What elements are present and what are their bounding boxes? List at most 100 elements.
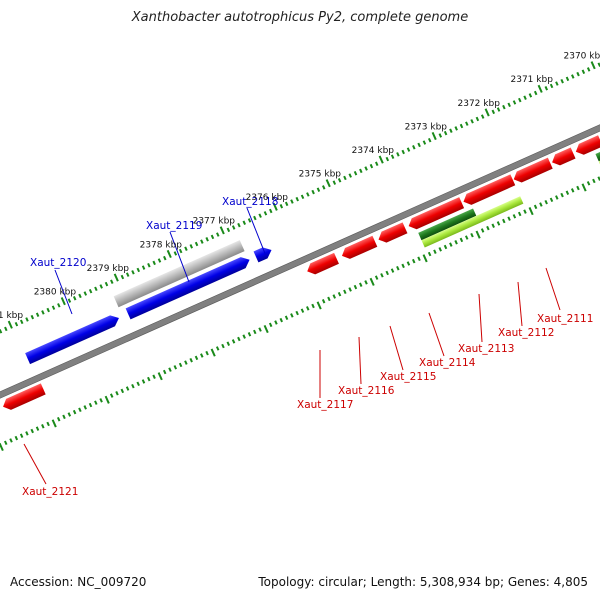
- scale-tick-top: [231, 225, 236, 230]
- scale-tick-top: [337, 178, 342, 183]
- scale-tick-top: [325, 179, 331, 188]
- scale-tick-bottom: [454, 240, 458, 245]
- gene-xaut-2113[interactable]: [461, 174, 516, 207]
- scale-label: 2375 kbp: [299, 170, 342, 180]
- scale-tick-bottom: [321, 299, 326, 304]
- scale-tick-top: [14, 321, 19, 327]
- scale-tick-bottom: [274, 320, 278, 325]
- scale-tick-bottom: [411, 258, 416, 264]
- leader-xaut-2112: [517, 281, 523, 327]
- scale-tick-bottom: [35, 426, 40, 431]
- scale-tick-bottom: [592, 178, 596, 184]
- scale-tick-top: [41, 310, 45, 315]
- scale-tick-top: [166, 249, 172, 259]
- scale-tick-top: [120, 274, 125, 280]
- scale-tick-bottom: [162, 369, 167, 375]
- scale-tick-top: [242, 220, 246, 225]
- scale-tick-top: [374, 161, 379, 167]
- gene-xaut-2112[interactable]: [511, 157, 553, 185]
- gene-other-forward[interactable]: [113, 240, 245, 308]
- scale-tick-top: [586, 67, 591, 72]
- scale-tick-top: [528, 93, 533, 98]
- scale-tick-bottom: [581, 183, 587, 192]
- leader-xaut-2118: [246, 207, 267, 257]
- scale-tick-bottom: [125, 386, 130, 391]
- gene-xaut-2121[interactable]: [1, 383, 46, 412]
- scale-label: 2378 kbp: [140, 240, 183, 250]
- scale-tick-top: [484, 108, 490, 117]
- scale-tick-top: [576, 71, 580, 77]
- scale-tick-top: [178, 248, 183, 254]
- scale-tick-bottom: [94, 400, 98, 405]
- scale-label: 2380 kbp: [34, 288, 77, 298]
- scale-tick-top: [131, 270, 135, 275]
- scale-tick-top: [364, 166, 368, 171]
- feature-light-green-1[interactable]: [421, 196, 524, 248]
- scale-tick-top: [216, 232, 220, 237]
- scale-tick-bottom: [475, 230, 481, 239]
- scale-tick-top: [219, 226, 225, 235]
- scale-label: 2376 kbp: [246, 193, 289, 203]
- scale-tick-top: [359, 168, 363, 174]
- scale-ticks-top: [0, 61, 600, 334]
- scale-label: 2370 kbp: [564, 52, 600, 62]
- label-xaut-2121: Xaut_2121: [22, 486, 78, 498]
- gene-xaut-2111-a[interactable]: [550, 147, 576, 167]
- scale-tick-top: [422, 140, 427, 145]
- scale-tick-top: [496, 107, 501, 112]
- scale-tick-bottom: [353, 284, 358, 290]
- gene-xaut-2111-b[interactable]: [573, 135, 600, 157]
- leader-xaut-2119: [169, 231, 190, 283]
- scale-tick-top: [417, 142, 421, 148]
- scale-tick-top: [332, 180, 337, 185]
- scale-tick-bottom: [30, 428, 34, 434]
- label-xaut-2116: Xaut_2116: [338, 385, 395, 397]
- gene-xaut-2114[interactable]: [406, 197, 465, 232]
- feature-dark-green-1[interactable]: [418, 208, 477, 241]
- gene-xaut-2115[interactable]: [376, 222, 408, 245]
- scale-tick-top: [7, 320, 13, 329]
- scale-tick-bottom: [306, 306, 310, 311]
- gene-xaut-2116[interactable]: [340, 235, 378, 262]
- leader-xaut-2111: [545, 267, 561, 311]
- scale-tick-top: [94, 286, 98, 292]
- scale-tick-bottom: [157, 372, 163, 381]
- scale-tick-top: [533, 90, 538, 96]
- scale-tick-bottom: [184, 360, 188, 365]
- gene-xaut-2120[interactable]: [25, 312, 121, 365]
- scale-tick-bottom: [173, 365, 178, 370]
- label-xaut-2119: Xaut_2119: [146, 220, 202, 232]
- gene-xaut-2117[interactable]: [305, 252, 339, 277]
- gene-xaut-2118[interactable]: [253, 245, 274, 263]
- scale-tick-top: [571, 74, 575, 79]
- scale-tick-top: [454, 126, 458, 131]
- scale-tick-top: [385, 156, 390, 162]
- topology-text: Topology: circular; Length: 5,308,934 bp…: [258, 575, 588, 589]
- scale-tick-bottom: [221, 343, 225, 349]
- scale-tick-bottom: [576, 185, 580, 191]
- scale-tick-top: [279, 204, 284, 209]
- scale-tick-top: [272, 202, 278, 211]
- scale-tick-bottom: [237, 336, 241, 342]
- scale-tick-top: [30, 314, 35, 320]
- scale-tick-bottom: [433, 249, 437, 254]
- scale-tick-top: [72, 296, 77, 301]
- scale-tick-bottom: [25, 431, 29, 436]
- scale-tick-bottom: [327, 296, 331, 302]
- scale-tick-bottom: [480, 228, 485, 233]
- scale-tick-top: [449, 128, 453, 133]
- scale-tick-top: [51, 305, 56, 310]
- scale-tick-bottom: [528, 207, 534, 216]
- scale-tick-bottom: [517, 211, 522, 217]
- gene-xaut-2119[interactable]: [125, 254, 252, 320]
- scale-tick-bottom: [247, 332, 252, 337]
- label-xaut-2113: Xaut_2113: [458, 343, 514, 355]
- scale-tick-bottom: [215, 346, 220, 351]
- scale-tick-top: [0, 329, 3, 334]
- scale-tick-bottom: [438, 247, 442, 252]
- scale-tick-top: [200, 239, 204, 244]
- scale-tick-top: [99, 284, 103, 289]
- scale-tick-bottom: [300, 308, 305, 313]
- scale-tick-bottom: [449, 242, 453, 247]
